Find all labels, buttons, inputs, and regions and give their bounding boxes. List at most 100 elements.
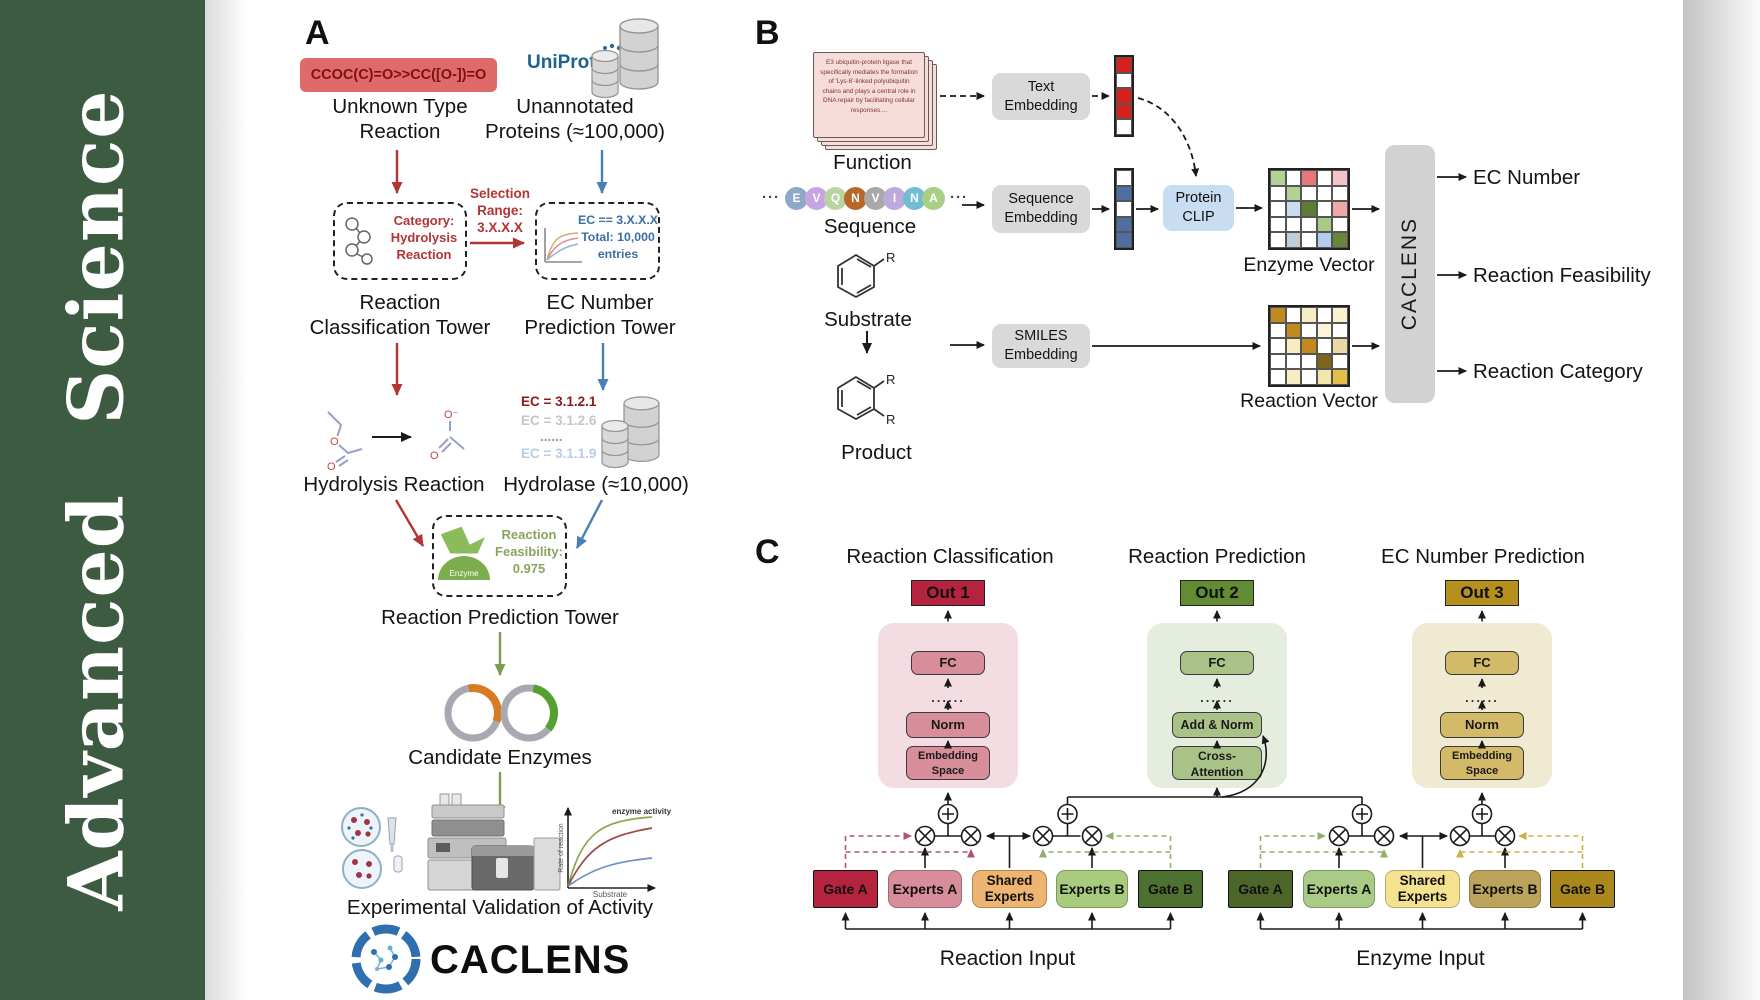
substrate-r-group: R xyxy=(886,250,895,265)
output-reaction-feasibility: Reaction Feasibility xyxy=(1473,264,1651,287)
hplc-instrument-icon xyxy=(427,793,561,891)
o-minus-atom: O⁻ xyxy=(444,409,459,421)
matrix-cell xyxy=(1285,185,1302,202)
matrix-cell xyxy=(1332,216,1348,233)
tower-c-emb-line1: Embedding xyxy=(1452,750,1512,762)
matrix-cell xyxy=(1116,185,1132,202)
caclens-wordmark: CACLENS xyxy=(430,938,631,982)
selection-range-line3: 3.X.X.X xyxy=(477,220,523,235)
uniprot-dots-icon xyxy=(597,43,631,80)
tower-a-emb-line2: Space xyxy=(931,764,965,777)
matrix-cell xyxy=(1270,232,1286,248)
classification-tower-label-1: Reaction xyxy=(359,291,441,314)
matrix-cell xyxy=(1301,170,1317,186)
gate-b-enzyme-route-2 xyxy=(1456,849,1583,858)
matrix-cell xyxy=(1285,232,1302,248)
output-reaction-category: Reaction Category xyxy=(1473,360,1643,383)
sequence-embedding-line2: Embedding xyxy=(1004,210,1078,226)
title-reaction-classification: Reaction Classification xyxy=(846,545,1054,568)
sequence-ellipsis-left: ··· xyxy=(762,189,780,206)
matrix-cell xyxy=(1301,201,1317,217)
sequence-label: Sequence xyxy=(823,215,917,238)
reaction-vector-matrix xyxy=(1268,305,1350,387)
experts-a-enzyme: Experts A xyxy=(1303,870,1375,908)
tower-b-add-norm: Add & Norm xyxy=(1172,712,1262,738)
matrix-cell xyxy=(1116,72,1132,89)
matrix-cell xyxy=(1270,307,1286,323)
shared-experts-reaction: Shared Experts xyxy=(972,870,1047,908)
unknown-reaction-label: Unknown Type xyxy=(332,95,468,118)
matrix-cell xyxy=(1316,232,1333,248)
classification-tower-label-2: Classification Tower xyxy=(309,316,491,339)
ec-line3: entries xyxy=(597,247,639,261)
tower-b-cross-line1: Cross- xyxy=(1197,749,1236,763)
arrow-hydrolase-to-feasibility xyxy=(575,499,604,549)
database-icon xyxy=(623,396,660,462)
protein-clip-line1: Protein xyxy=(1175,190,1222,207)
add-node xyxy=(1471,803,1493,825)
matrix-cell xyxy=(1316,322,1333,339)
journal-sidebar: Advanced Science xyxy=(0,0,205,1000)
gate-a-enzyme: Gate A xyxy=(1228,870,1293,908)
multiply-node xyxy=(1032,825,1054,847)
residue-bead: E xyxy=(785,187,808,210)
right-page-shadow xyxy=(1683,0,1760,1000)
o-atom: O xyxy=(327,461,336,473)
output-ec-number: EC Number xyxy=(1473,166,1581,189)
matrix-cell xyxy=(1285,322,1302,339)
journal-title: Advanced Science xyxy=(51,89,141,911)
function-card-text: E3 ubiquitin-protein ligase that specifi… xyxy=(820,59,918,115)
matrix-cell xyxy=(1316,216,1333,233)
o-atom: O xyxy=(430,450,439,462)
matrix-cell xyxy=(1116,201,1132,217)
matrix-cell xyxy=(1116,170,1132,186)
o-atom: O xyxy=(330,436,339,448)
acetate-molecule xyxy=(438,421,465,453)
matrix-cell xyxy=(1270,369,1286,385)
selection-range-line2: Range: xyxy=(477,203,523,218)
unknown-reaction-label-2: Reaction xyxy=(359,120,441,143)
tower-c-fc: FC xyxy=(1445,651,1519,675)
sequence-embedding-vector xyxy=(1114,168,1134,250)
caclens-block-label: CACLENS xyxy=(1398,217,1421,331)
tower-a-emb-line1: Embedding xyxy=(918,750,978,762)
database-icon xyxy=(601,419,629,469)
residue-bead: V xyxy=(805,187,828,210)
matrix-cell xyxy=(1285,201,1302,217)
matrix-cell xyxy=(1270,322,1286,339)
matrix-cell xyxy=(1332,185,1348,202)
matrix-cell xyxy=(1285,170,1302,186)
panel-a-label: A xyxy=(305,14,330,52)
unannotated-proteins-label: Unannotated xyxy=(516,95,634,118)
matrix-cell xyxy=(1316,170,1333,186)
matrix-cell xyxy=(1301,216,1317,233)
category-line1: Category: xyxy=(393,213,455,228)
ec-line2: Total: 10,000 xyxy=(581,230,655,244)
matrix-cell xyxy=(1316,338,1333,354)
matrix-cell xyxy=(1316,369,1333,385)
matrix-cell xyxy=(1301,322,1317,339)
multiply-node xyxy=(914,825,936,847)
panel-c-label: C xyxy=(755,533,780,571)
ec-list-item-1: EC = 3.1.2.1 xyxy=(521,394,597,409)
add-node xyxy=(937,803,959,825)
feasibility-line3: 0.975 xyxy=(512,561,546,576)
matrix-cell xyxy=(1316,353,1333,370)
matrix-cell xyxy=(1270,201,1286,217)
ec-selection-node xyxy=(535,202,660,280)
add-node xyxy=(1057,803,1078,825)
feasibility-line2: Feasibility: xyxy=(495,544,563,559)
matrix-cell xyxy=(1301,353,1317,370)
multiply-node xyxy=(960,825,982,847)
out2-box: Out 2 xyxy=(1180,580,1254,606)
gate-b-reaction-route-1 xyxy=(1105,832,1172,868)
ec-tower-label-1: EC Number xyxy=(546,291,654,314)
matrix-cell xyxy=(1301,338,1317,354)
matrix-cell xyxy=(1332,232,1348,248)
hydrolysis-reaction-label: Hydrolysis Reaction xyxy=(303,473,485,496)
reaction-input-label: Reaction Input xyxy=(939,947,1076,970)
sequence-ellipsis-right: ··· xyxy=(950,189,968,206)
residue-bead: N xyxy=(844,187,867,210)
database-icon xyxy=(619,18,659,90)
